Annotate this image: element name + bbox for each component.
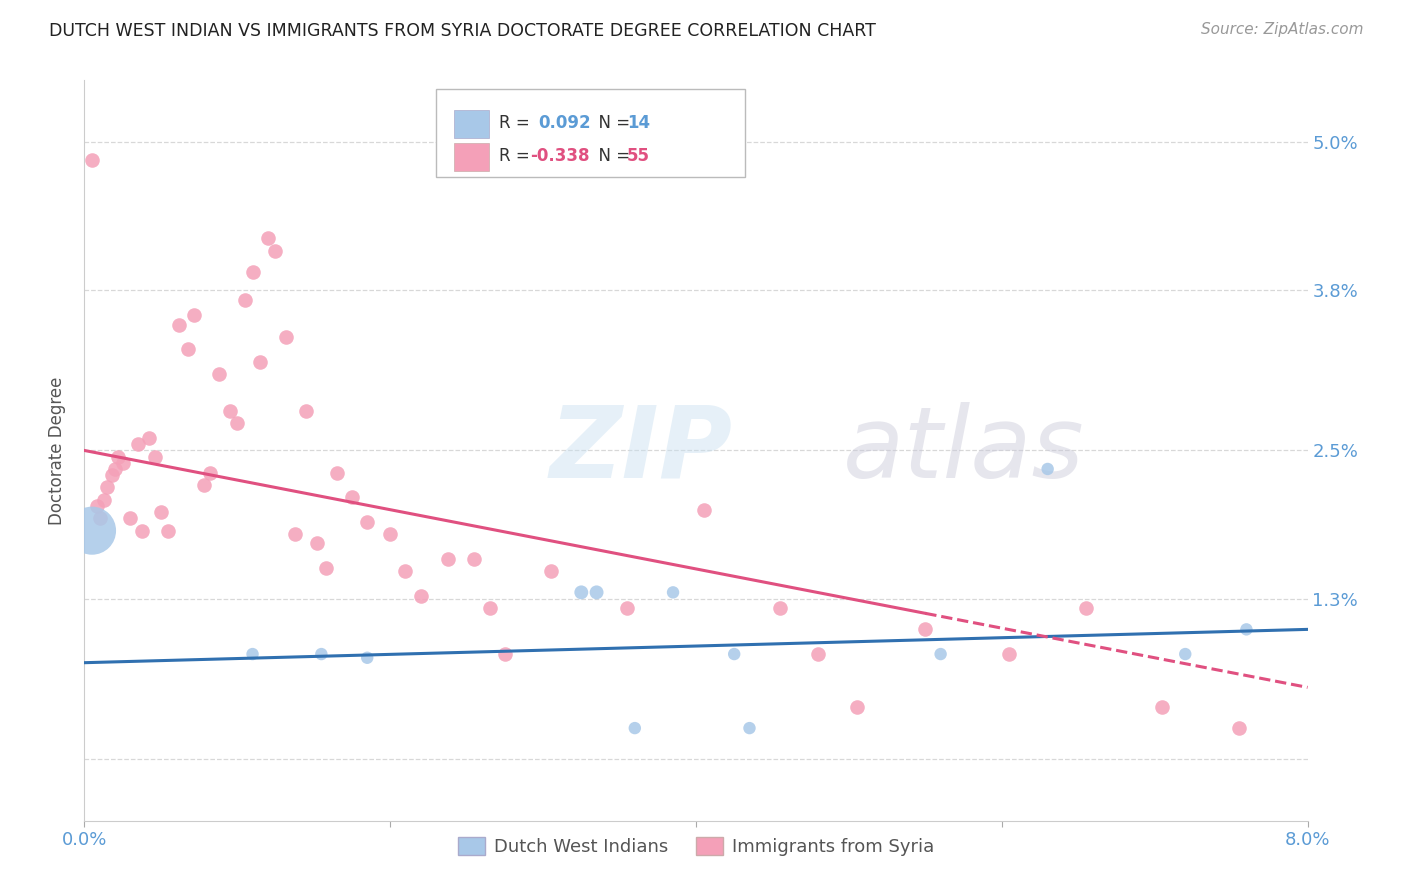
Point [276, 330, 298, 344]
Point [242, 647, 264, 661]
Point [295, 404, 318, 418]
Point [131, 524, 153, 538]
Point [437, 552, 460, 566]
Point [692, 502, 714, 516]
Point [1174, 647, 1197, 661]
Text: N =: N = [588, 114, 636, 132]
Point [624, 721, 647, 735]
Point [356, 515, 378, 529]
Point [380, 527, 402, 541]
Text: R =: R = [499, 147, 536, 165]
Point [193, 478, 215, 492]
Text: atlas: atlas [842, 402, 1084, 499]
Y-axis label: Doctorate Degree: Doctorate Degree [48, 376, 66, 524]
Point [305, 536, 328, 550]
Point [340, 491, 363, 505]
Point [264, 244, 287, 258]
Point [616, 601, 638, 615]
Point [463, 552, 485, 566]
Point [1036, 462, 1059, 476]
Point [998, 647, 1021, 661]
Point [929, 647, 952, 661]
Point [807, 647, 830, 661]
Text: DUTCH WEST INDIAN VS IMMIGRANTS FROM SYRIA DOCTORATE DEGREE CORRELATION CHART: DUTCH WEST INDIAN VS IMMIGRANTS FROM SYR… [49, 22, 876, 40]
Point [86, 499, 108, 513]
Text: Source: ZipAtlas.com: Source: ZipAtlas.com [1201, 22, 1364, 37]
Point [89, 511, 111, 525]
Legend: Dutch West Indians, Immigrants from Syria: Dutch West Indians, Immigrants from Syri… [451, 830, 941, 863]
Point [226, 417, 249, 431]
Text: R =: R = [499, 114, 540, 132]
Point [208, 367, 231, 381]
Point [769, 601, 792, 615]
Point [845, 700, 868, 714]
Point [107, 450, 129, 464]
Point [1236, 623, 1258, 637]
Point [1227, 721, 1250, 735]
Point [242, 264, 264, 278]
Point [569, 585, 592, 599]
Point [394, 565, 416, 579]
Text: 0.092: 0.092 [538, 114, 591, 132]
Point [198, 466, 221, 480]
Point [284, 527, 307, 541]
Point [101, 468, 124, 483]
Text: ZIP: ZIP [550, 402, 733, 499]
Point [157, 524, 180, 538]
Point [311, 647, 333, 661]
Point [257, 231, 280, 245]
Point [409, 589, 432, 603]
Point [585, 585, 607, 599]
Point [662, 585, 685, 599]
Point [356, 650, 378, 665]
Text: N =: N = [588, 147, 636, 165]
Point [149, 505, 172, 519]
Point [723, 647, 745, 661]
Point [177, 343, 200, 357]
Point [540, 565, 562, 579]
Point [80, 153, 103, 168]
Point [494, 647, 516, 661]
Point [138, 431, 160, 445]
Point [111, 456, 134, 470]
Point [478, 601, 501, 615]
Point [80, 524, 103, 538]
Point [167, 318, 190, 332]
Point [120, 511, 142, 525]
Point [233, 293, 256, 307]
Text: -0.338: -0.338 [530, 147, 589, 165]
Point [315, 560, 337, 574]
Point [914, 623, 936, 637]
Point [93, 492, 115, 507]
Point [218, 404, 240, 418]
Point [183, 308, 205, 322]
Point [1074, 601, 1097, 615]
Point [104, 462, 127, 476]
Point [127, 437, 149, 451]
Point [738, 721, 761, 735]
Point [325, 466, 347, 480]
Point [1152, 700, 1174, 714]
Point [96, 480, 118, 494]
Point [249, 354, 271, 368]
Text: 55: 55 [627, 147, 650, 165]
Text: 14: 14 [627, 114, 650, 132]
Point [143, 450, 166, 464]
